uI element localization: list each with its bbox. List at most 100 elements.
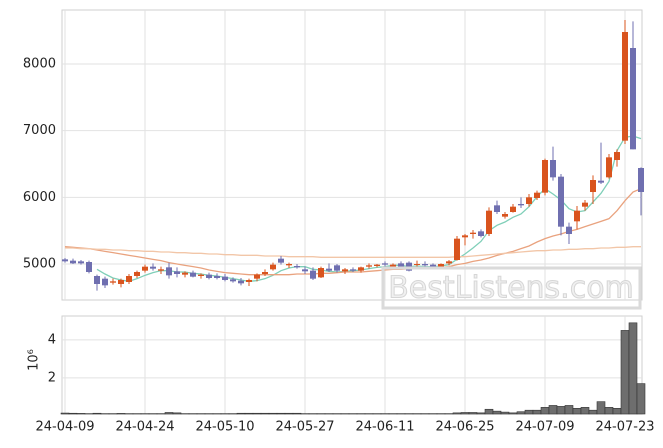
volume-bar xyxy=(285,413,293,414)
volume-bar xyxy=(557,406,565,414)
candle-body xyxy=(574,211,580,222)
candle-body xyxy=(118,280,124,284)
candle-body xyxy=(222,277,228,280)
volume-bar xyxy=(509,413,517,414)
candle-body xyxy=(78,261,84,263)
candle-body xyxy=(238,281,244,284)
candle-body xyxy=(414,264,420,265)
grid xyxy=(62,10,642,414)
x-tick-label: 24-05-27 xyxy=(275,420,334,435)
candle-body xyxy=(478,231,484,236)
candle-body xyxy=(286,264,292,265)
watermark: BestListens.com xyxy=(388,271,634,306)
x-tick-label: 24-07-23 xyxy=(595,420,654,435)
volume-bar xyxy=(77,413,85,414)
volume-bar xyxy=(501,412,509,414)
candle-body xyxy=(262,272,268,274)
volume-bar xyxy=(61,413,69,414)
candle-body xyxy=(446,261,452,263)
candle-body xyxy=(582,203,588,207)
candle-body xyxy=(174,271,180,274)
volume-bar xyxy=(453,413,461,414)
candle-body xyxy=(198,275,204,276)
candle-body xyxy=(462,235,468,237)
candle-body xyxy=(94,276,100,284)
candle-body xyxy=(518,204,524,205)
volume-panel xyxy=(62,316,642,414)
candle-body xyxy=(390,265,396,267)
candle-body xyxy=(86,262,92,272)
candle-body xyxy=(382,263,388,264)
volume-bar xyxy=(277,413,285,414)
candle-body xyxy=(558,177,564,227)
candle-body xyxy=(158,269,164,270)
volume-bar xyxy=(581,407,589,414)
x-tick-label: 24-06-25 xyxy=(435,420,494,435)
volume-bar xyxy=(525,410,533,414)
volume-bar xyxy=(573,408,581,414)
moving-average-line xyxy=(65,189,641,275)
candle-body xyxy=(590,180,596,192)
candle-body xyxy=(630,48,636,149)
candle-body xyxy=(614,152,620,160)
x-tick-label: 24-07-09 xyxy=(515,420,574,435)
y-tick-label: 7000 xyxy=(23,123,56,138)
volume-bar xyxy=(613,408,621,414)
candle-body xyxy=(166,267,172,275)
candle-body xyxy=(246,280,252,282)
candle-body xyxy=(454,239,460,260)
y-tick-label: 2 xyxy=(48,370,56,385)
volume-bar xyxy=(93,413,101,414)
volume-bar xyxy=(253,413,261,414)
candle-body xyxy=(526,197,532,204)
volume-bar xyxy=(461,412,469,414)
candle-body xyxy=(566,227,572,234)
volume-bar xyxy=(485,409,493,414)
volume-bar xyxy=(605,407,613,414)
y-tick-label: 6000 xyxy=(23,190,56,205)
volume-bar xyxy=(477,413,485,414)
moving-average-line xyxy=(65,247,641,258)
candle-body xyxy=(126,276,132,282)
candle-body xyxy=(374,265,380,266)
volume-bar xyxy=(597,402,605,414)
x-tick-label: 24-06-11 xyxy=(355,420,414,435)
volume-bar xyxy=(541,407,549,414)
volume-bar xyxy=(245,413,253,414)
candle-body xyxy=(502,214,508,217)
volume-bar xyxy=(565,405,573,414)
candle-body xyxy=(606,157,612,177)
candle-body xyxy=(102,279,108,286)
candle-body xyxy=(470,233,476,234)
volume-bar xyxy=(173,413,181,414)
volume-bar xyxy=(533,410,541,414)
candle-body xyxy=(134,272,140,276)
candle-body xyxy=(542,160,548,193)
candle-body xyxy=(230,279,236,281)
candle-body xyxy=(190,273,196,277)
candle-body xyxy=(534,193,540,198)
volume-bar xyxy=(469,412,477,414)
x-tick-label: 24-04-24 xyxy=(115,420,174,435)
candle-body xyxy=(270,265,276,270)
candle-body xyxy=(254,275,260,279)
marks xyxy=(61,20,645,414)
candle-body xyxy=(110,281,116,282)
candle-body xyxy=(366,265,372,266)
price-panel xyxy=(62,10,642,300)
candle-body xyxy=(214,276,220,278)
volume-bar xyxy=(237,413,245,414)
y-tick-label: 8000 xyxy=(23,57,56,72)
candle-body xyxy=(598,181,604,183)
volume-bar xyxy=(549,405,557,414)
x-tick-label: 24-05-10 xyxy=(195,420,254,435)
volume-bar xyxy=(637,384,645,414)
candle-body xyxy=(294,266,300,267)
candle-body xyxy=(550,160,556,177)
candle-body xyxy=(310,271,316,279)
candle-body xyxy=(622,32,628,141)
candle-body xyxy=(430,265,436,267)
candle-body xyxy=(142,267,148,271)
volume-bar xyxy=(261,413,269,414)
candle-body xyxy=(638,168,644,192)
